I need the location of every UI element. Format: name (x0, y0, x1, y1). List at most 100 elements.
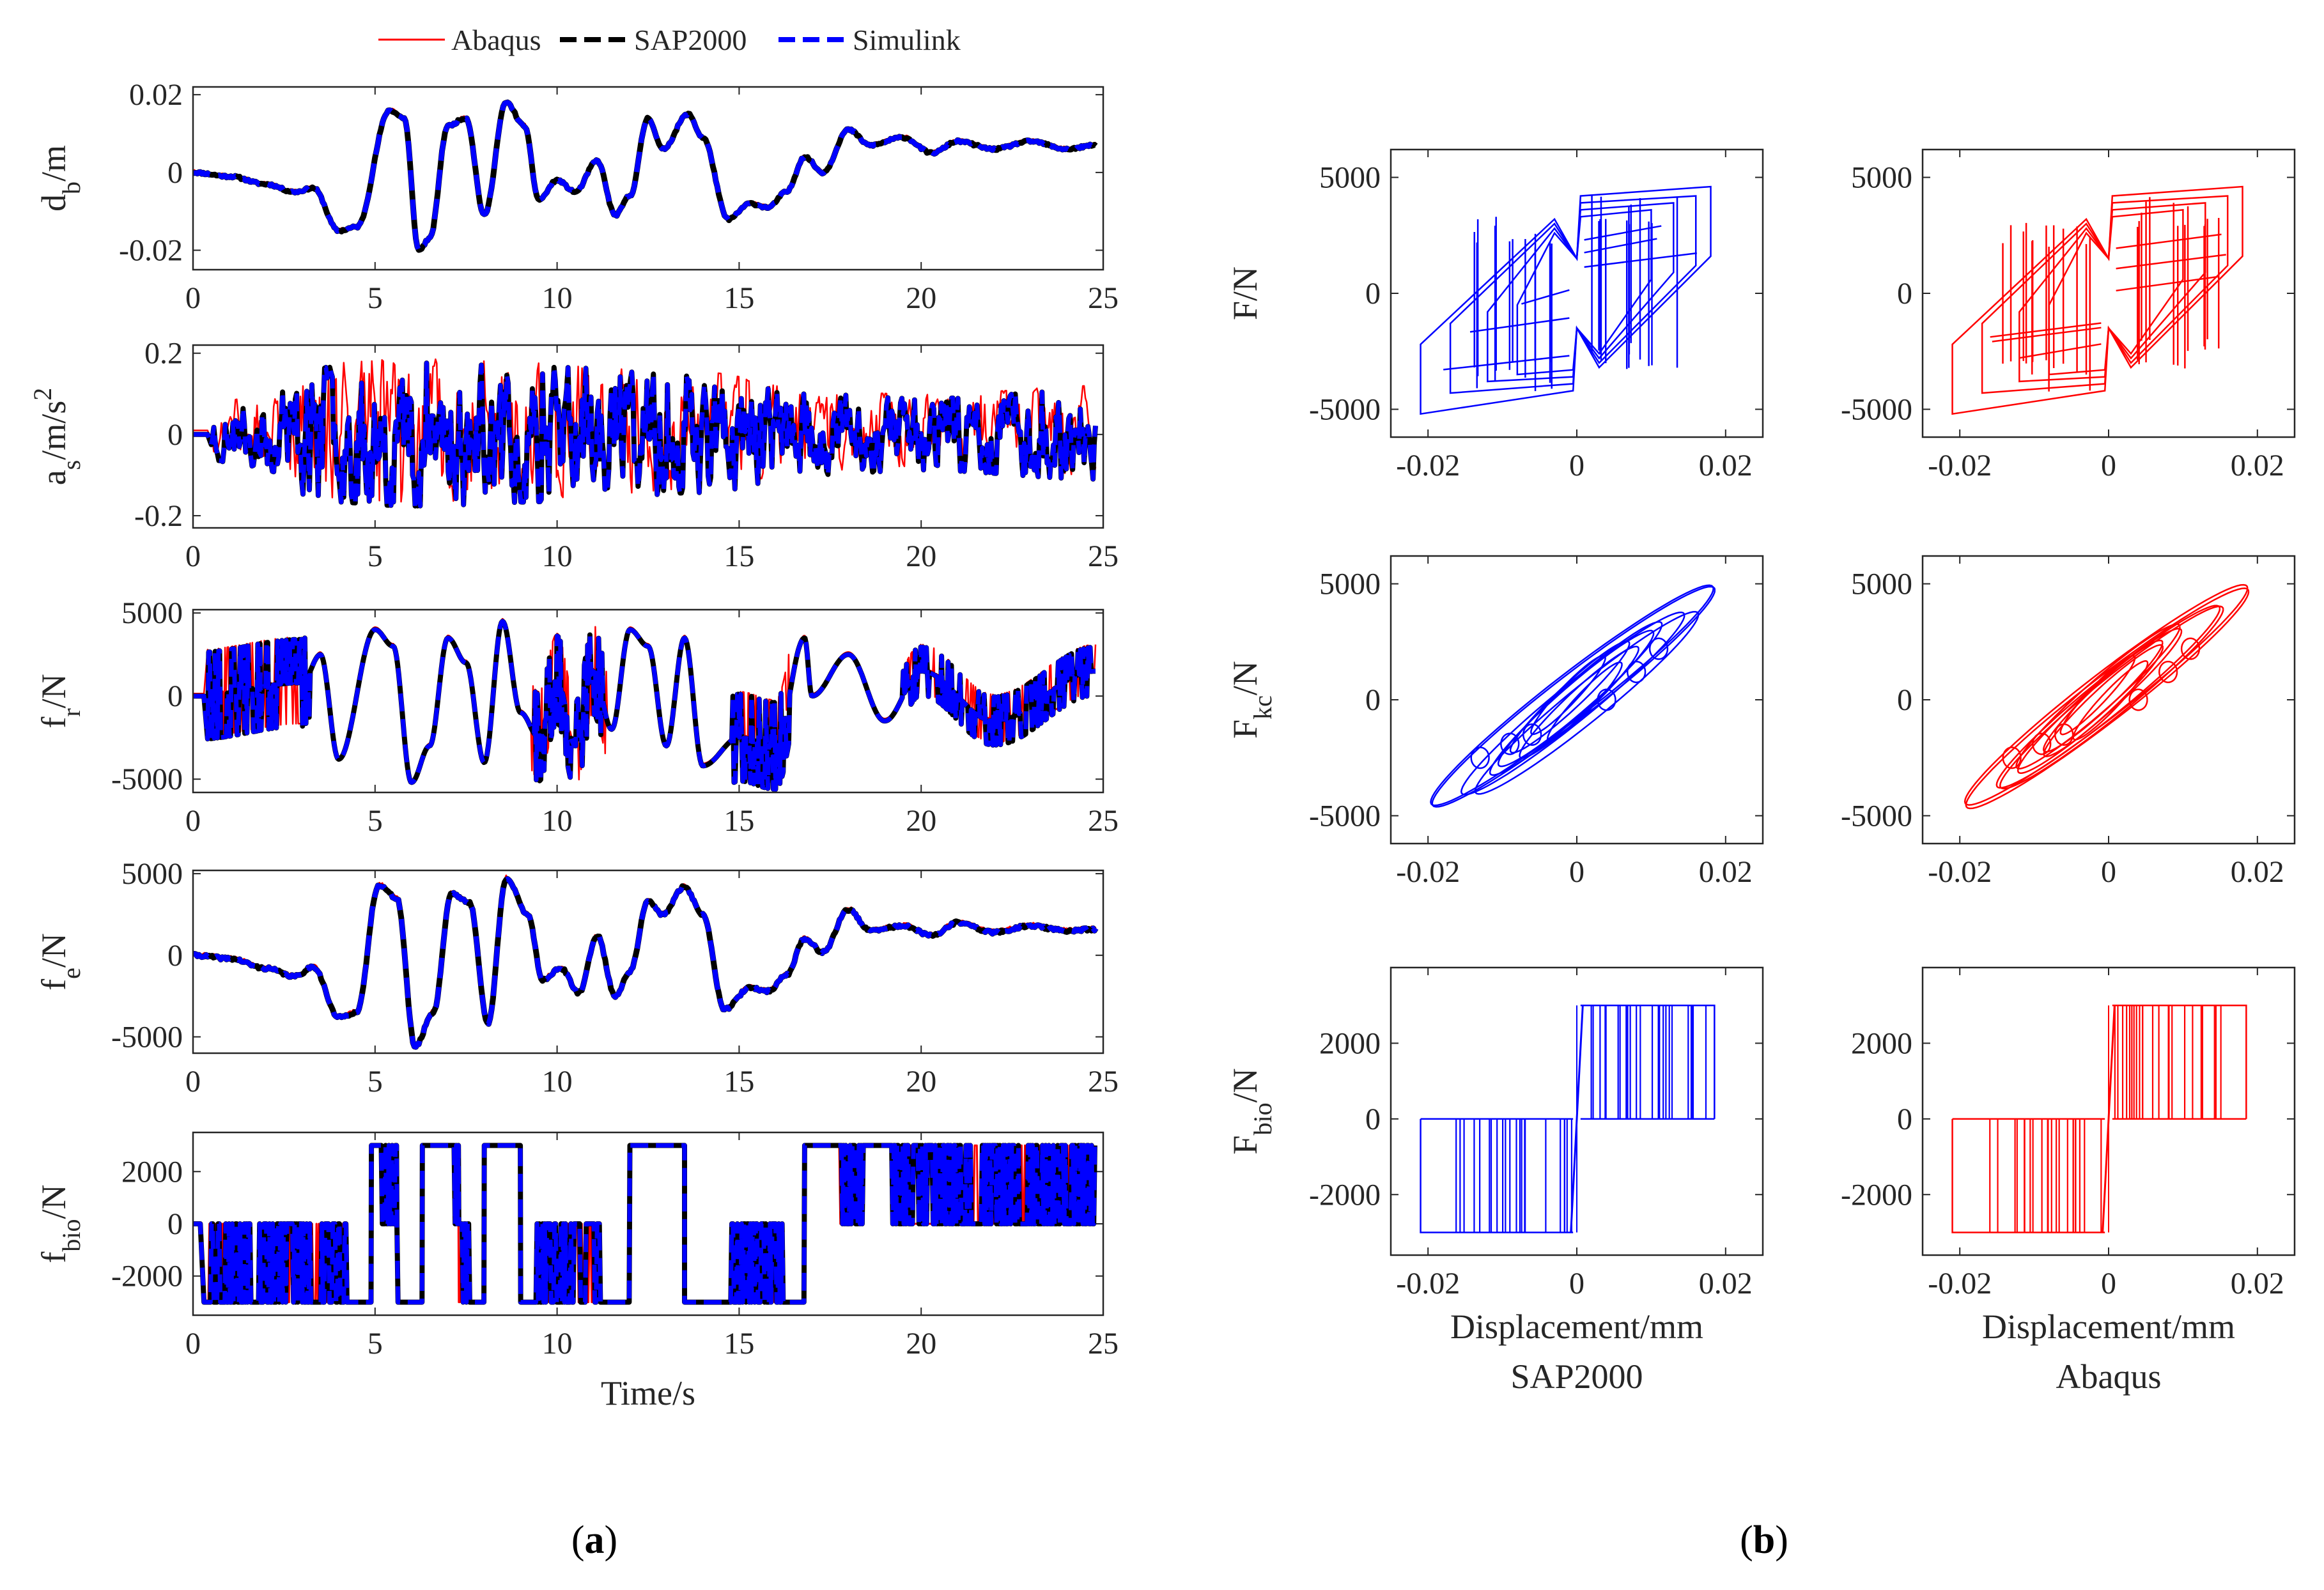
ts5-xtick-label: 10 (542, 1327, 573, 1361)
ts2-ylabel-sub: s (57, 460, 86, 470)
ts2-xtick-label: 5 (368, 539, 383, 573)
hy3-chart: -0.02 0 0.02 5000 0 -5000 Fkc/N (1226, 555, 1764, 889)
ts4-xtick-label: 0 (185, 1065, 201, 1099)
ts4-series-simulink (193, 876, 1098, 1050)
hy4-small-loop (2032, 732, 2052, 755)
panel-label-a-open: ( (571, 1518, 585, 1562)
hy5-loops (1420, 1004, 1716, 1233)
ts1-series-simulink (193, 100, 1098, 253)
ts5-xtick-label: 0 (185, 1327, 201, 1361)
hy5-ylabel-rest: /N (1226, 1068, 1264, 1102)
ts4-ytick-label: 5000 (121, 857, 183, 891)
ts3-xtick-label: 10 (542, 804, 573, 838)
hy1-ylabel-main: F (1226, 301, 1264, 320)
ts4-xtick-label: 20 (906, 1065, 936, 1099)
hy2-ytick-label: 0 (1897, 277, 1912, 311)
ts1-xtick-label: 20 (906, 281, 936, 315)
ts5-xtick-label: 25 (1088, 1327, 1119, 1361)
ts4-series-group (193, 874, 1099, 1050)
hy2-branch-h (1992, 327, 2102, 343)
hy1-xtick-label: 0.02 (1699, 449, 1753, 482)
hy4-ytick-label: -5000 (1841, 799, 1912, 833)
ts5-xtick-label: 20 (906, 1327, 936, 1361)
ts2-series-simulink (193, 360, 1098, 509)
ts5-ylabel-sub: bio (57, 1219, 86, 1251)
ts2-xtick-label: 25 (1088, 539, 1119, 573)
hy4-ytick-label: 0 (1897, 683, 1912, 717)
hy5-ytick-label: 2000 (1319, 1026, 1381, 1060)
ts2-ylabel-rest: /m/s (35, 401, 73, 460)
hy1-branch-h (1584, 225, 1662, 241)
hy2-branch-h (2116, 233, 2222, 249)
hy2-branch-h (2019, 343, 2102, 359)
hy6-xlabel: Displacement/mm (1982, 1308, 2235, 1346)
hy3-xtick-label: 0 (1569, 855, 1584, 889)
hy4-small-loop (2158, 660, 2178, 683)
hy4-small-loop (2128, 688, 2148, 711)
hy5-xtick-label: 0.02 (1699, 1267, 1753, 1301)
panel-label-a-letter: a (585, 1518, 605, 1562)
hy4-xtick-label: 0.02 (2231, 855, 2284, 889)
hy3-axes-frame (1390, 555, 1764, 845)
ts4-ytick-label: -5000 (111, 1020, 183, 1054)
hy2-branch-h (1990, 322, 2102, 338)
hy3-ylabel-sub: kc (1248, 695, 1277, 720)
ts1-xtick-label: 25 (1088, 281, 1119, 315)
hy3-small-loop (1597, 688, 1616, 711)
hy6-xtick-label: 0 (2101, 1267, 2116, 1301)
ts2-series-group (193, 358, 1098, 509)
ts1-ytick-label: -0.02 (119, 234, 183, 268)
hy3-ylabel-rest: /N (1226, 661, 1264, 695)
hy6-ytick-label: 2000 (1851, 1026, 1912, 1060)
hy2-xtick-label: 0 (2101, 449, 2116, 482)
hy4-xtick-label: -0.02 (1928, 855, 1992, 889)
ts3-ytick-label: 0 (167, 679, 183, 713)
hy4-small-loop (2180, 637, 2201, 660)
hy3-loops (1430, 584, 1716, 808)
ts2-ytick-label: 0.2 (144, 337, 183, 371)
hy4-ytick-label: 5000 (1851, 567, 1912, 601)
ts3-axes-frame (192, 608, 1104, 794)
ts5-chart: 0 5 10 15 20 25 2000 0 -2000 fbio/N Time/s (35, 1131, 1119, 1412)
hy3-loop (1460, 611, 1685, 796)
ts2-ytick-label: 0 (167, 418, 183, 452)
legend-label-abaqus: Abaqus (451, 24, 541, 56)
ts1-series-group (193, 99, 1098, 253)
ts5-ytick-label: 2000 (121, 1155, 183, 1189)
ts1-ytick-label: 0 (167, 156, 183, 190)
hy3-small-loop (1626, 660, 1646, 683)
ts5-series-simulink (193, 1143, 1097, 1305)
hy4-xtick-label: 0 (2101, 855, 2116, 889)
hy4-loops (1964, 583, 2250, 810)
hy5-caption: SAP2000 (1510, 1357, 1643, 1396)
ts2-xtick-label: 15 (724, 539, 754, 573)
hy3-xtick-label: -0.02 (1396, 855, 1460, 889)
hy1-ylabel: F/N (1226, 266, 1264, 320)
ts3-ylabel: fr/N (35, 674, 86, 728)
hy1-branch-h (1584, 238, 1657, 254)
ts1-axes-frame (192, 86, 1104, 271)
ts3-xtick-label: 25 (1088, 804, 1119, 838)
ts2-chart: 0 5 10 15 20 250.20-0.2as/m/s2 (28, 337, 1119, 573)
ts3-ylabel-main: f (35, 717, 73, 729)
hy6-ytick-label: 0 (1897, 1102, 1912, 1136)
hy5-xlabel: Displacement/mm (1450, 1308, 1703, 1346)
hy1-branch-h (1469, 317, 1570, 333)
panel-label-b: (b) (1740, 1518, 1788, 1562)
ts4-ylabel: fe/N (35, 933, 86, 991)
hy1-plot-bg (1391, 150, 1763, 437)
hy1-ytick-label: -5000 (1309, 392, 1381, 426)
hy6-ytick-label: -2000 (1841, 1178, 1912, 1212)
ts5-xtick-label: 15 (724, 1327, 754, 1361)
hy6-axes-frame (1921, 966, 2296, 1256)
ts4-ylabel-rest: /N (35, 933, 73, 968)
hy3-small-loop (1470, 746, 1490, 769)
ts3-xtick-label: 0 (185, 804, 201, 838)
hy3-ytick-label: 5000 (1319, 567, 1381, 601)
ts3-xtick-label: 20 (906, 804, 936, 838)
hy6-xtick-label: 0.02 (2231, 1267, 2284, 1301)
